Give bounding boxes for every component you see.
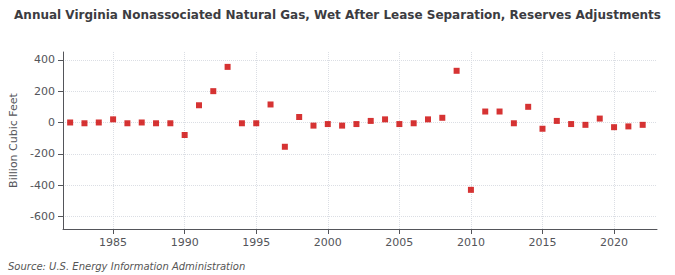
svg-text:2000: 2000 (314, 236, 342, 249)
svg-text:2015: 2015 (528, 236, 556, 249)
svg-text:1990: 1990 (171, 236, 199, 249)
svg-text:Annual Virginia Nonassociated: Annual Virginia Nonassociated Natural Ga… (14, 8, 661, 22)
svg-text:200: 200 (34, 85, 55, 98)
svg-text:-600: -600 (30, 210, 55, 223)
svg-text:2010: 2010 (457, 236, 485, 249)
svg-text:2005: 2005 (385, 236, 413, 249)
svg-text:-400: -400 (30, 179, 55, 192)
svg-text:1985: 1985 (99, 236, 127, 249)
svg-text:Billion Cubic Feet: Billion Cubic Feet (7, 92, 20, 187)
svg-text:2020: 2020 (600, 236, 628, 249)
svg-text:Source: U.S. Energy Informatio: Source: U.S. Energy Information Administ… (8, 261, 245, 272)
svg-text:1995: 1995 (242, 236, 270, 249)
svg-text:-200: -200 (30, 147, 55, 160)
svg-text:0: 0 (48, 116, 55, 129)
svg-text:400: 400 (34, 53, 55, 66)
